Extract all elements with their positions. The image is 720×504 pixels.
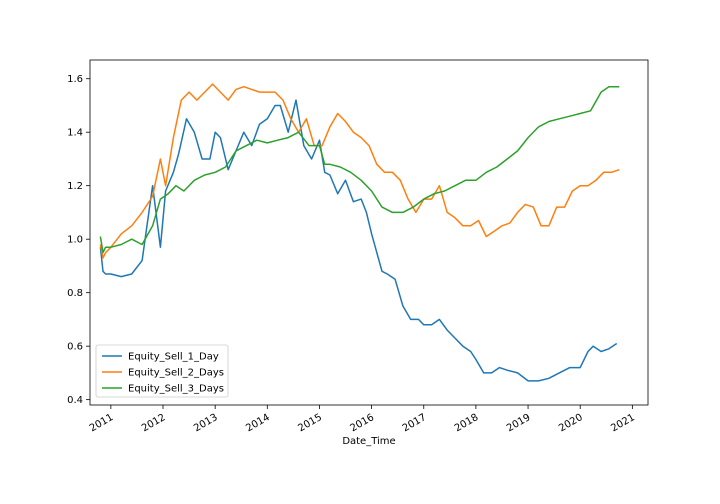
y-tick-label: 1.0 xyxy=(67,235,83,246)
x-tick-label: 2019 xyxy=(505,412,533,434)
y-tick-label: 0.6 xyxy=(67,342,83,353)
x-tick-label: 2013 xyxy=(192,412,220,434)
legend-box xyxy=(95,344,229,398)
x-tick-label: 2018 xyxy=(453,412,481,434)
x-tick-label: 2017 xyxy=(401,412,429,434)
x-tick-label: 2020 xyxy=(557,412,585,434)
y-tick-label: 1.4 xyxy=(67,128,83,139)
x-tick-label: 2011 xyxy=(88,412,116,434)
x-tick-label: 2014 xyxy=(244,412,272,434)
series-layer xyxy=(99,83,620,382)
series-line-1 xyxy=(99,99,618,382)
x-axis-ticks: 2011 2012 2013 2014 2015 2016 2017 2018 2019 2020… xyxy=(88,405,637,434)
y-tick-label: 0.4 xyxy=(67,395,83,406)
plot-frame xyxy=(89,59,649,406)
x-tick-label: 2015 xyxy=(296,412,324,434)
x-tick-label: 2016 xyxy=(349,412,377,434)
legend-label: Equity_Sell_1_Day xyxy=(128,352,219,363)
x-tick-label: 2021 xyxy=(609,412,637,434)
legend: Equity_Sell_1_Day Equity_Sell_2_Days Equit… xyxy=(95,344,229,398)
y-tick-label: 0.8 xyxy=(67,288,83,299)
x-tick-label: 2012 xyxy=(140,412,168,434)
series-line-3 xyxy=(99,85,620,254)
y-axis-ticks: 0.4 0.6 0.8 1.0 1.2 1.4 1.6 xyxy=(67,74,90,406)
x-axis-label: Date_Time xyxy=(342,436,395,447)
legend-label: Equity_Sell_3_Days xyxy=(128,384,224,395)
y-tick-label: 1.6 xyxy=(67,74,83,85)
series-line-2 xyxy=(99,83,620,259)
legend-label: Equity_Sell_2_Days xyxy=(128,368,224,379)
y-tick-label: 1.2 xyxy=(67,181,83,192)
